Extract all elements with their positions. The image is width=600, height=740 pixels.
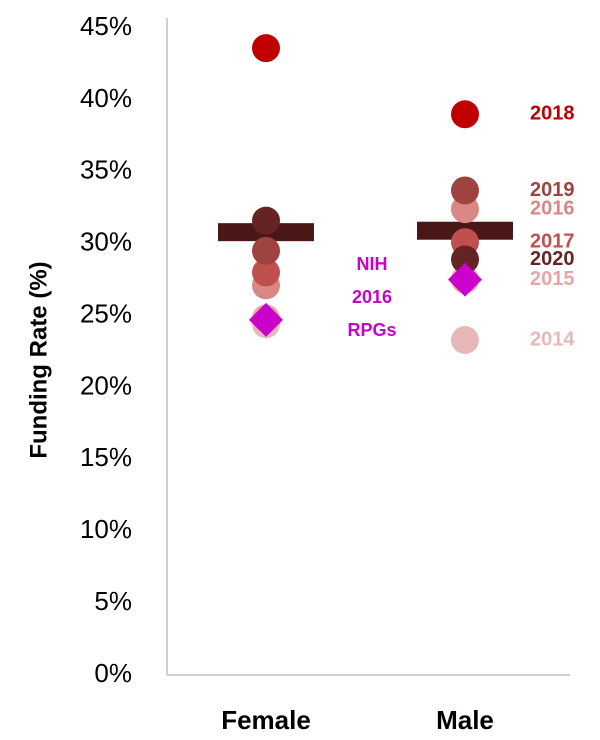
dot: [252, 206, 280, 235]
dot: [451, 245, 479, 274]
y-tick-label: 15%: [80, 442, 132, 472]
series-label: 2016: [530, 197, 575, 219]
y-tick-label: 45%: [80, 11, 132, 41]
note-box: NIH 2016 RPGs: [347, 254, 397, 340]
y-axis-label: Funding Rate (%): [25, 261, 52, 458]
series-label: NIH 2016 RPGs: [347, 254, 397, 340]
series-label: 2018: [530, 103, 575, 125]
series-label: 2015: [530, 268, 575, 290]
y-tick-label: 40%: [80, 83, 132, 113]
dot: [252, 258, 280, 287]
dot: [451, 325, 479, 354]
y-tick-label: 30%: [80, 227, 132, 257]
dot: [451, 100, 479, 129]
y-tick-label: 20%: [80, 370, 132, 400]
dot: [252, 236, 280, 265]
y-tick-label: 0%: [94, 658, 132, 688]
series-label: 2020: [530, 248, 575, 270]
y-tick-label: 25%: [80, 298, 132, 328]
series-label: 2017: [530, 231, 575, 253]
series-label: 2019: [530, 179, 575, 201]
x-tick-label: Male: [436, 705, 494, 735]
dot: [451, 176, 479, 205]
y-tick-label: 5%: [94, 586, 132, 616]
series-label: 2014: [530, 328, 575, 350]
diamond: [448, 262, 482, 297]
y-tick-label: 10%: [80, 514, 132, 544]
y-tick-label: 35%: [80, 155, 132, 185]
dot: [252, 34, 280, 63]
diamond: [249, 302, 283, 337]
x-tick-label: Female: [221, 705, 311, 735]
